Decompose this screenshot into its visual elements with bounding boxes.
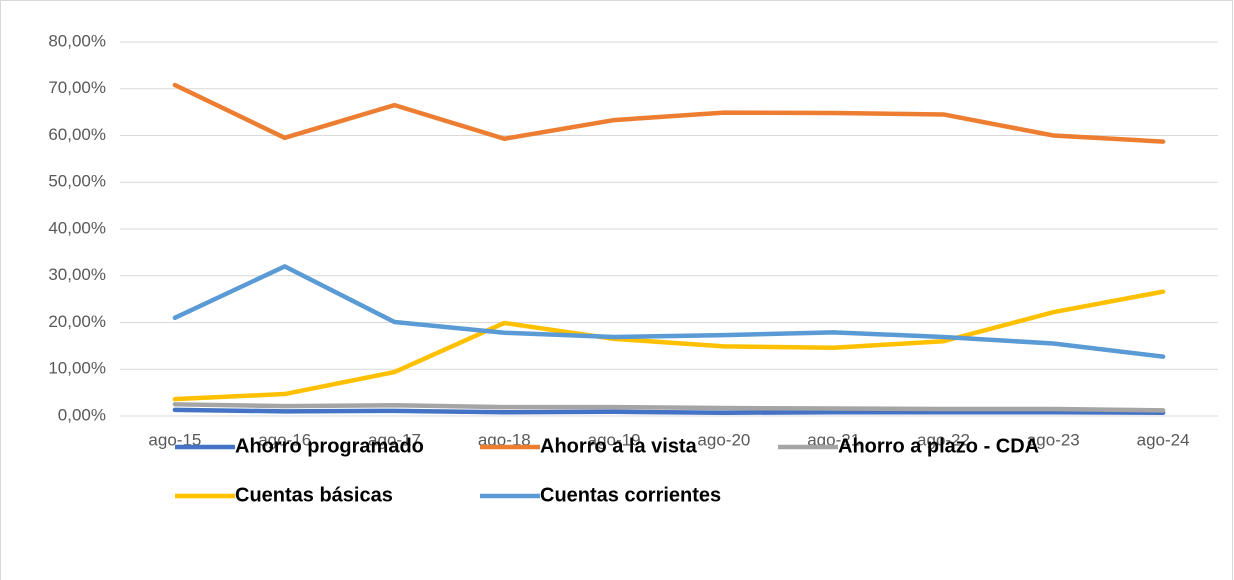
legend-label: Ahorro a la vista xyxy=(540,435,698,457)
series-line xyxy=(172,289,1166,402)
y-tick-label: 30,00% xyxy=(48,265,106,284)
legend-label: Cuentas básicas xyxy=(235,484,393,506)
series-line xyxy=(172,82,1166,144)
y-tick-label: 10,00% xyxy=(48,359,106,378)
series-line xyxy=(172,264,1166,359)
y-tick-label: 50,00% xyxy=(48,172,106,191)
legend-label: Ahorro a plazo - CDA xyxy=(838,435,1039,457)
x-tick-label: ago-17 xyxy=(368,430,421,449)
x-tick-label: ago-18 xyxy=(478,430,531,449)
x-tick-label: ago-21 xyxy=(807,430,860,449)
legend-label: Cuentas corrientes xyxy=(540,484,721,506)
x-tick-label: ago-16 xyxy=(258,430,311,449)
x-tick-label: ago-24 xyxy=(1137,430,1190,449)
y-tick-label: 70,00% xyxy=(48,78,106,97)
x-tick-label: ago-22 xyxy=(917,430,970,449)
y-tick-label: 80,00% xyxy=(48,31,106,50)
y-tick-label: 20,00% xyxy=(48,312,106,331)
y-tick-label: 40,00% xyxy=(48,218,106,237)
series-line xyxy=(172,402,1166,413)
x-tick-label: ago-23 xyxy=(1027,430,1080,449)
series-line xyxy=(172,407,1166,415)
x-tick-label: ago-19 xyxy=(588,430,641,449)
x-tick-label: ago-15 xyxy=(148,430,201,449)
y-tick-label: 60,00% xyxy=(48,125,106,144)
x-tick-label: ago-20 xyxy=(697,430,750,449)
y-tick-label: 0,00% xyxy=(58,405,106,424)
legend-label: Ahorro programado xyxy=(235,435,424,457)
